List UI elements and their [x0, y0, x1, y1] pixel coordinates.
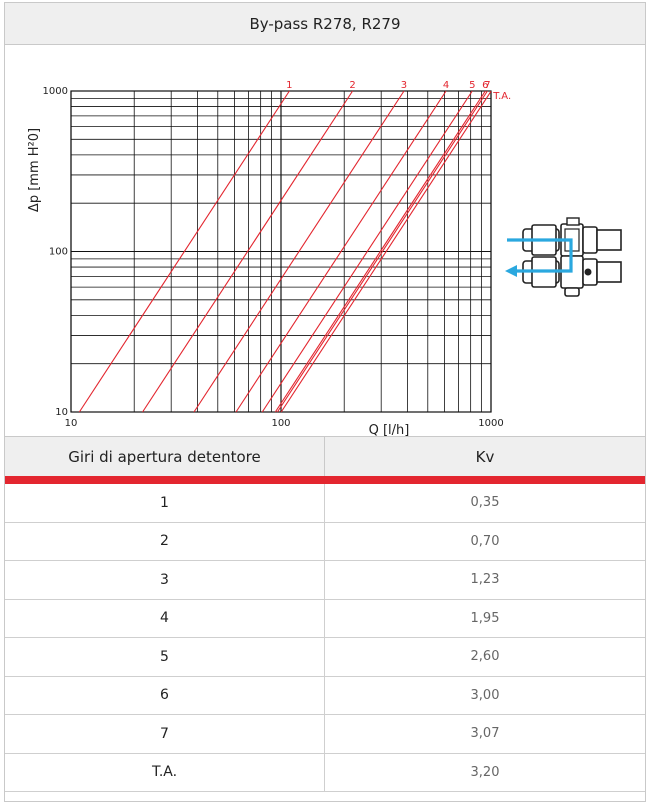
card-title: By-pass R278, R279: [5, 3, 645, 45]
kv-cell: 3,07: [470, 726, 500, 742]
chart-series: [78, 90, 492, 413]
turns-cell: 4: [5, 599, 325, 637]
y-tick-label: 100: [49, 247, 68, 258]
chart-grid: [70, 90, 492, 413]
table-row: 2 0,70: [5, 522, 645, 561]
series-line: [276, 90, 488, 413]
pressure-flow-chart: 1 2 3 4 5 67T.A. 10 100 1000 10 100 1000 Q [l/h] Δp […: [27, 80, 622, 438]
series-line: [193, 90, 405, 413]
series-label: 4: [443, 80, 449, 91]
table-row: 1 0,35: [5, 484, 645, 523]
series-label: 7: [484, 80, 490, 91]
kv-table-body: 1 0,35 2 0,70 3 1,23 4 1,95 5 2,60 6 3,00 7 3,07 T.A. 3…: [5, 484, 645, 792]
series-line: [274, 90, 486, 413]
x-tick-label: 100: [271, 418, 290, 429]
kv-cell: 0,35: [470, 495, 500, 511]
series-line: [142, 90, 354, 413]
chart-area: 1 2 3 4 5 6 7 T.A. 10 100 1000 10 100 1000 Q [l/h] Δp […: [5, 46, 645, 438]
kv-cell: 1,95: [470, 610, 500, 626]
series-line: [235, 90, 447, 413]
bypass-card: By-pass R278, R279 1 2 3 4 5 6 7 T.A. 10 100 1000 1…: [4, 2, 646, 802]
kv-cell: 2,60: [470, 649, 500, 665]
turns-cell: 2: [5, 522, 325, 560]
table-row: T.A. 3,20: [5, 753, 645, 792]
series-label: 3: [401, 80, 407, 91]
table-row: 4 1,95: [5, 599, 645, 638]
y-tick-label: 10: [55, 407, 68, 418]
turns-cell: 7: [5, 715, 325, 753]
x-tick-label: 10: [65, 418, 78, 429]
kv-cell: 0,70: [470, 533, 500, 549]
kv-cell: 3,20: [470, 764, 500, 780]
turns-cell: 3: [5, 561, 325, 599]
x-axis-title: Q [l/h]: [369, 423, 410, 436]
plot-frame: [70, 90, 492, 413]
header-kv: Kv: [475, 447, 495, 466]
turns-cell: 6: [5, 676, 325, 714]
card-title-text: By-pass R278, R279: [249, 14, 401, 33]
series-label: 1: [286, 80, 292, 91]
y-axis-title: Δp [mm H²0]: [27, 128, 42, 212]
table-header: Giri di apertura detentore Kv: [5, 436, 645, 476]
table-accent-bar: [5, 476, 645, 484]
table-row: 3 1,23: [5, 561, 645, 600]
series-label: T.A.: [492, 91, 511, 102]
series-line: [280, 90, 492, 413]
series-label: 6: [482, 80, 488, 91]
turns-cell: 1: [5, 484, 325, 522]
kv-cell: 1,23: [470, 572, 500, 588]
kv-cell: 3,00: [470, 687, 500, 703]
series-line: [78, 90, 290, 413]
chart-labels: 1 2 3 4 5 67T.A. 10 100 1000 10 100 1000 Q [l/h] Δp […: [27, 80, 511, 438]
table-row: 5 2,60: [5, 638, 645, 677]
y-tick-label: 1000: [43, 86, 68, 97]
header-turns: Giri di apertura detentore: [5, 437, 325, 476]
table-row: 7 3,07: [5, 715, 645, 754]
bypass-valve-icon: [505, 217, 622, 297]
turns-cell: T.A.: [5, 753, 325, 791]
table-row: 6 3,00: [5, 676, 645, 715]
turns-cell: 5: [5, 638, 325, 676]
x-tick-label: 1000: [478, 418, 503, 429]
series-label: 5: [469, 80, 475, 91]
series-label: 2: [349, 80, 355, 91]
series-line: [261, 90, 473, 413]
